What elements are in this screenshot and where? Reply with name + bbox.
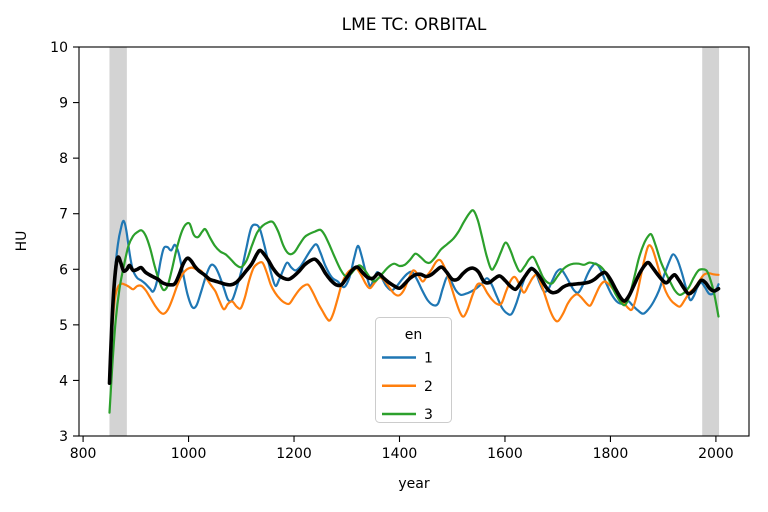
legend: en 1 2 3 bbox=[375, 317, 452, 423]
series-line-1 bbox=[108, 219, 720, 376]
x-tick-label: 1000 bbox=[171, 446, 207, 462]
x-tick-label: 2000 bbox=[698, 446, 734, 462]
series-line-3 bbox=[108, 209, 720, 414]
x-tick-label: 1400 bbox=[382, 446, 418, 462]
y-tick-label: 7 bbox=[59, 207, 68, 223]
legend-label-3: 3 bbox=[424, 407, 433, 423]
legend-label-2: 2 bbox=[424, 379, 433, 395]
y-tick-label: 10 bbox=[50, 40, 68, 56]
series-group bbox=[107, 209, 721, 414]
y-axis-label: HU bbox=[14, 231, 30, 252]
y-tick-label: 5 bbox=[59, 318, 68, 334]
highlight-band-2 bbox=[702, 47, 720, 436]
y-tick-label: 4 bbox=[59, 373, 68, 389]
x-tick-label: 1800 bbox=[593, 446, 629, 462]
legend-label-1: 1 bbox=[424, 351, 433, 367]
y-tick-label: 3 bbox=[59, 429, 68, 445]
y-tick-label: 6 bbox=[59, 262, 68, 278]
chart-title: LME TC: ORBITAL bbox=[342, 15, 487, 35]
y-tick-label: 9 bbox=[59, 96, 68, 112]
x-tick-label: 1200 bbox=[276, 446, 312, 462]
x-axis-label: year bbox=[398, 476, 429, 492]
x-tick-label: 800 bbox=[70, 446, 97, 462]
series-line-ensemble-mean bbox=[107, 248, 721, 385]
axes-spines bbox=[78, 46, 750, 437]
legend-box bbox=[375, 317, 452, 423]
y-tick-label: 8 bbox=[59, 151, 68, 167]
legend-title: en bbox=[405, 327, 423, 343]
x-tick-label: 1600 bbox=[487, 446, 523, 462]
plot-area: 800 1000 1200 1400 1600 1800 2000 3 4 5 6 7 8 9 10 bbox=[50, 40, 750, 462]
